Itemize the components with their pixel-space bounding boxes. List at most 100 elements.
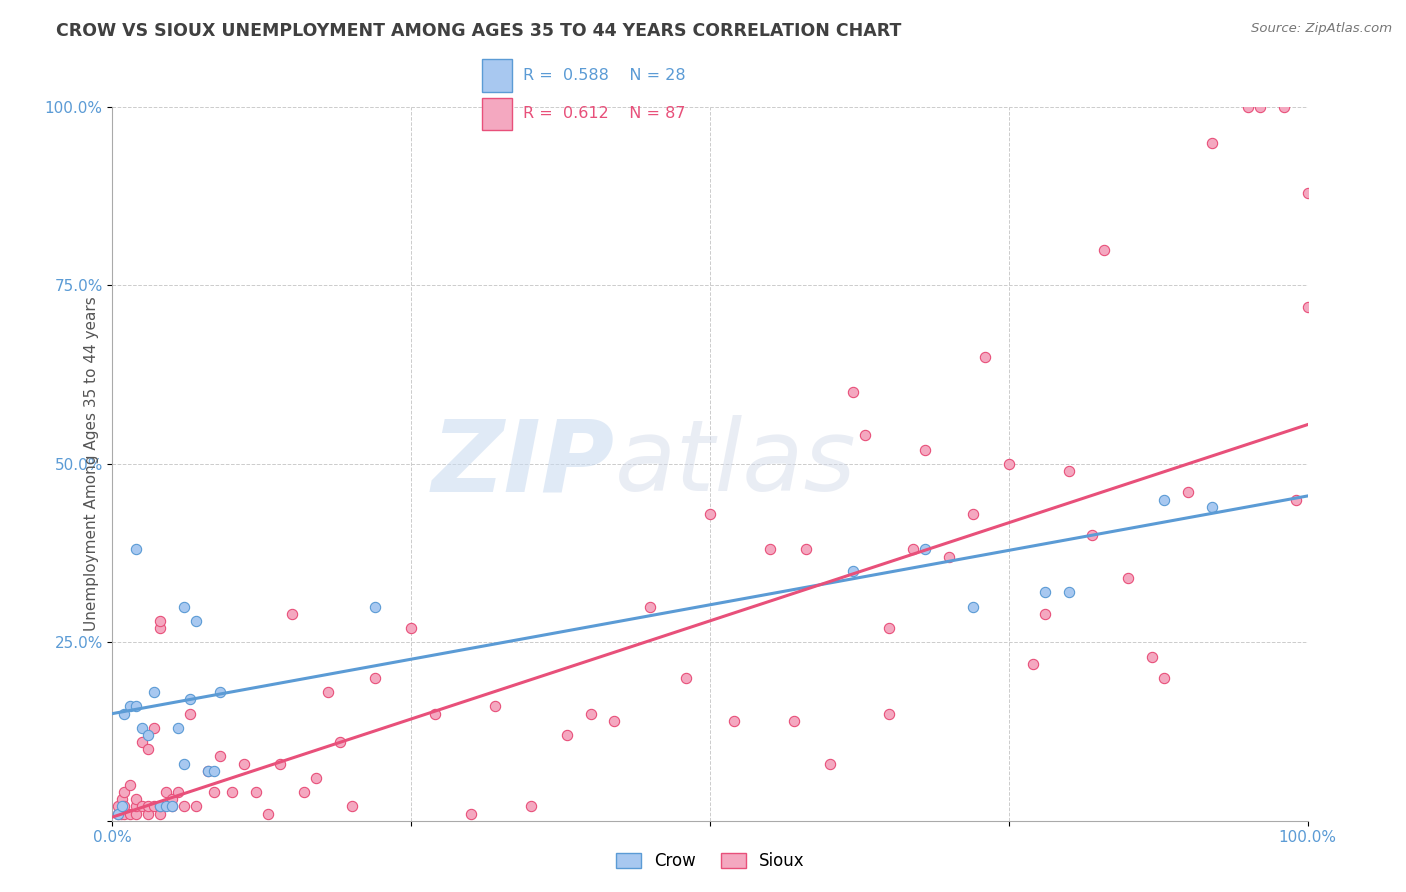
Point bbox=[208, 749, 231, 764]
Point bbox=[425, 706, 447, 721]
Point bbox=[877, 621, 900, 635]
Point bbox=[1285, 492, 1308, 507]
Point bbox=[125, 799, 148, 814]
Point bbox=[1033, 585, 1056, 599]
Point bbox=[759, 542, 782, 557]
Point bbox=[143, 721, 166, 735]
Point bbox=[1153, 671, 1175, 685]
Point bbox=[149, 799, 172, 814]
Point bbox=[167, 721, 190, 735]
Point bbox=[232, 756, 256, 771]
Point bbox=[257, 806, 280, 821]
Point bbox=[202, 785, 225, 799]
Point bbox=[179, 706, 201, 721]
Point bbox=[197, 764, 219, 778]
Point bbox=[138, 728, 160, 742]
Point bbox=[1249, 100, 1271, 114]
Point bbox=[1033, 607, 1056, 621]
Y-axis label: Unemployment Among Ages 35 to 44 years: Unemployment Among Ages 35 to 44 years bbox=[83, 296, 98, 632]
Text: R =  0.588    N = 28: R = 0.588 N = 28 bbox=[523, 68, 686, 83]
Point bbox=[304, 771, 326, 785]
Point bbox=[120, 778, 142, 792]
Point bbox=[1296, 300, 1319, 314]
Point bbox=[186, 614, 208, 628]
Point bbox=[173, 799, 195, 814]
Point bbox=[364, 671, 387, 685]
Point bbox=[138, 742, 160, 756]
Point bbox=[555, 728, 578, 742]
Point bbox=[603, 714, 626, 728]
Point bbox=[1201, 136, 1223, 150]
Point bbox=[877, 706, 900, 721]
Point bbox=[579, 706, 602, 721]
Point bbox=[149, 621, 172, 635]
Point bbox=[1153, 492, 1175, 507]
Point bbox=[208, 685, 231, 699]
Point bbox=[125, 542, 148, 557]
Point bbox=[1092, 243, 1115, 257]
Point bbox=[149, 799, 172, 814]
Point bbox=[1057, 464, 1080, 478]
Text: Source: ZipAtlas.com: Source: ZipAtlas.com bbox=[1251, 22, 1392, 36]
Point bbox=[1140, 649, 1163, 664]
Point bbox=[1237, 100, 1260, 114]
Point bbox=[114, 706, 135, 721]
Point bbox=[316, 685, 339, 699]
Point bbox=[638, 599, 662, 614]
Point bbox=[1296, 186, 1319, 200]
Point bbox=[1201, 500, 1223, 514]
FancyBboxPatch shape bbox=[482, 97, 512, 130]
Point bbox=[173, 599, 195, 614]
Point bbox=[155, 799, 177, 814]
Point bbox=[120, 806, 142, 821]
Point bbox=[155, 785, 177, 799]
Point bbox=[364, 599, 387, 614]
Point bbox=[460, 806, 482, 821]
Point bbox=[107, 806, 129, 821]
Point bbox=[107, 806, 129, 821]
Point bbox=[138, 799, 160, 814]
Point bbox=[107, 799, 129, 814]
Point bbox=[197, 764, 219, 778]
Point bbox=[114, 785, 135, 799]
Point bbox=[401, 621, 423, 635]
Point bbox=[818, 756, 841, 771]
Point bbox=[973, 350, 995, 364]
Point bbox=[853, 428, 877, 442]
Point bbox=[110, 806, 132, 821]
Point bbox=[143, 799, 166, 814]
Point bbox=[162, 799, 183, 814]
Point bbox=[131, 799, 153, 814]
Text: ZIP: ZIP bbox=[432, 416, 614, 512]
Point bbox=[149, 614, 172, 628]
Point bbox=[125, 699, 148, 714]
Point bbox=[484, 699, 506, 714]
Point bbox=[938, 549, 960, 564]
Point bbox=[842, 564, 865, 578]
Point bbox=[131, 721, 153, 735]
Point bbox=[675, 671, 697, 685]
Point bbox=[173, 756, 195, 771]
Point bbox=[914, 442, 936, 457]
Point bbox=[162, 792, 183, 806]
Point bbox=[111, 799, 134, 814]
Point bbox=[125, 792, 148, 806]
Point bbox=[328, 735, 352, 749]
Point bbox=[125, 806, 148, 821]
Point bbox=[114, 799, 135, 814]
Point bbox=[723, 714, 745, 728]
Point bbox=[143, 685, 166, 699]
Point bbox=[794, 542, 817, 557]
Point bbox=[520, 799, 543, 814]
Point bbox=[842, 385, 865, 400]
Text: R =  0.612    N = 87: R = 0.612 N = 87 bbox=[523, 106, 686, 121]
Legend: Crow, Sioux: Crow, Sioux bbox=[609, 846, 811, 877]
Point bbox=[221, 785, 243, 799]
Point bbox=[138, 806, 160, 821]
Point bbox=[914, 542, 936, 557]
Text: atlas: atlas bbox=[614, 416, 856, 512]
Point bbox=[202, 764, 225, 778]
Point bbox=[149, 806, 172, 821]
Point bbox=[162, 799, 183, 814]
Point bbox=[167, 785, 190, 799]
